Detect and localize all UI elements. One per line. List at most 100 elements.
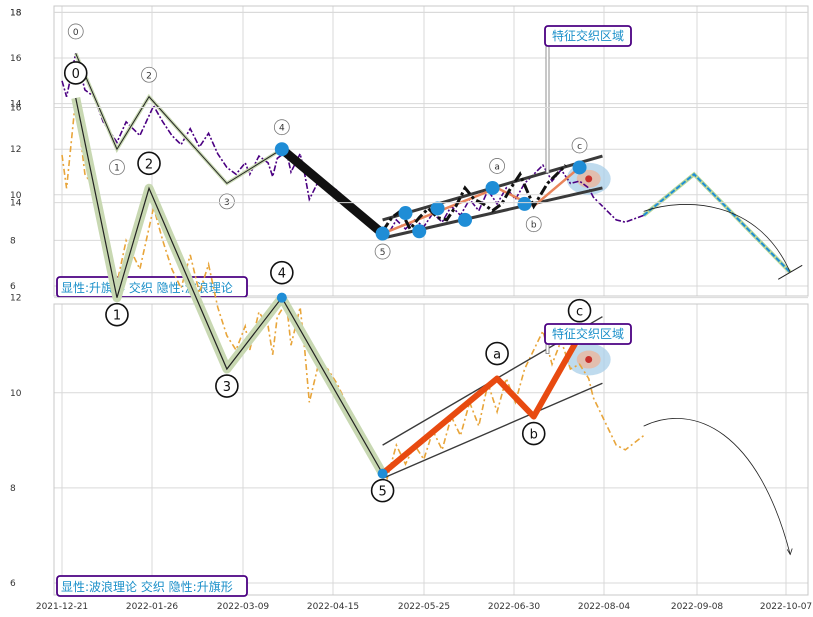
pivot-marker: [517, 196, 532, 211]
projection-glow: [642, 171, 792, 274]
caption-box: [56, 575, 248, 597]
wave-label: 1: [113, 309, 121, 324]
x-tick-label: 2022-04-15: [307, 602, 359, 612]
callout-text: 特征交织区域: [552, 28, 624, 43]
pivot-marker: [430, 201, 445, 216]
x-tick-label: 2022-09-08: [671, 602, 724, 612]
wave-label-circle: [521, 421, 546, 446]
projection-arc: [643, 204, 791, 273]
y-tick-label: 14: [10, 199, 22, 209]
callout-text: 特征交织区域: [552, 326, 624, 341]
callout-box: [544, 25, 632, 47]
y-tick-label: 12: [10, 145, 21, 155]
pivot-marker: [458, 212, 473, 227]
y-tick-label: 12: [10, 294, 21, 304]
price-series: [61, 53, 644, 238]
y-tick-label: 8: [10, 236, 16, 246]
pivot-marker: [274, 142, 289, 157]
wave-label-circle: [109, 159, 125, 176]
pivot-marker: [412, 224, 427, 239]
pivot-marker: [276, 292, 287, 303]
x-tick-label: 2022-01-26: [126, 602, 179, 612]
wave-label-circle: [489, 158, 506, 174]
wave-label-circle: [218, 193, 235, 210]
wave-label-circle: [370, 478, 395, 503]
x-tick-label: 2022-05-25: [398, 602, 450, 612]
wave-line: [75, 53, 283, 185]
wave-label-circle: [215, 374, 239, 398]
plot-frame: [53, 303, 809, 596]
caption-text: 显性:波浪理论 交织 隐性:升旗形: [61, 579, 233, 594]
x-tick-label: 2022-06-30: [488, 602, 541, 612]
wave-line: [75, 97, 384, 474]
abc-line: [380, 334, 583, 476]
wave-label-circle: [485, 341, 509, 366]
wave-label: c: [576, 305, 583, 320]
wave-label-circle: [571, 137, 588, 154]
wave-label-circle: [63, 61, 88, 85]
wave-label: 1: [114, 164, 120, 174]
x-tick-label: 2021-12-21: [36, 602, 88, 612]
wave-label: 2: [146, 71, 152, 81]
pivot-marker: [485, 180, 500, 195]
y-tick-label: 6: [10, 282, 16, 292]
wave-label-circle: [567, 298, 592, 323]
y-tick-label: 8: [10, 484, 16, 494]
pivot-marker: [375, 226, 390, 241]
wave-label-circle: [141, 66, 157, 83]
y-tick-label: 16: [10, 103, 22, 113]
y-tick-label: 10: [10, 191, 22, 201]
y-tick-label: 10: [10, 389, 22, 399]
wave-label: 5: [380, 248, 386, 258]
plot-frame: [53, 5, 809, 297]
callout-arrow: [545, 46, 550, 174]
wave-label: 2: [145, 157, 153, 172]
x-tick-label: 2022-03-09: [217, 602, 270, 612]
caption-box: [56, 276, 248, 298]
wave-label-circle: [273, 119, 290, 136]
wave-label: b: [531, 221, 537, 231]
wave-label: a: [493, 348, 501, 363]
feature-zone-center: [585, 175, 593, 183]
callout-arrow: [545, 344, 550, 354]
y-tick-label: 18: [10, 8, 22, 18]
wave-label-circle: [270, 260, 294, 285]
x-tick-label: 2022-10-07: [760, 602, 812, 612]
wave-label: b: [530, 428, 538, 443]
wave-label: 4: [278, 267, 286, 282]
flag-zigzag: [381, 164, 567, 233]
wave-label: 5: [378, 485, 386, 500]
wave-label-circle: [525, 216, 542, 233]
wave-impulse-segment: [278, 145, 386, 238]
wave-label-circle: [374, 243, 391, 260]
projection-arrowhead: [786, 548, 793, 556]
caption-text: 显性:升旗形 交织 隐性:波浪理论: [61, 280, 233, 295]
wave-label-circle: [105, 302, 129, 327]
pivot-marker: [398, 206, 413, 221]
y-tick-label: 18: [10, 8, 22, 18]
price-series: [61, 97, 645, 481]
feature-zone-center: [585, 356, 593, 364]
projection-line: [643, 172, 791, 274]
wave-glow: [74, 52, 283, 186]
y-tick-label: 14: [10, 100, 22, 110]
projection-arc: [643, 418, 791, 555]
y-tick-label: 16: [10, 54, 22, 64]
wave-label: 0: [73, 28, 79, 38]
callout-box: [544, 323, 632, 345]
pivot-marker: [377, 468, 388, 479]
wave-label: a: [494, 162, 500, 172]
y-tick-label: 6: [10, 579, 16, 589]
wave-label: c: [577, 142, 582, 152]
pivot-marker: [572, 160, 587, 175]
wave-label-circle: [67, 23, 84, 40]
wave-label: 4: [279, 124, 285, 134]
wave-label: 0: [72, 67, 80, 82]
x-tick-label: 2022-08-04: [578, 602, 631, 612]
flag-channel-line: [382, 382, 603, 480]
wave-label-circle: [137, 151, 161, 176]
wave-label: 3: [223, 380, 231, 395]
